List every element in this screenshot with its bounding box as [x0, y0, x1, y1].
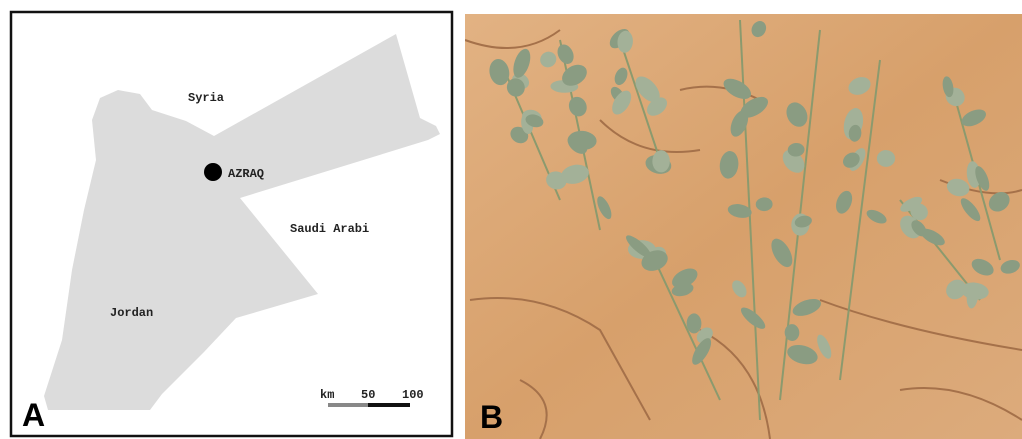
panel-letter: B	[480, 399, 503, 435]
figure: Syria AZRAQ Saudi Arabi Jordan km 50 100…	[0, 0, 1022, 439]
panel-a: Syria AZRAQ Saudi Arabi Jordan km 50 100…	[11, 12, 452, 436]
scale-bar	[328, 403, 368, 407]
place-label: Jordan	[110, 306, 153, 320]
scale-tick: 50	[361, 388, 375, 402]
place-label: Syria	[188, 91, 224, 105]
scale-unit: km	[320, 388, 334, 402]
place-label: AZRAQ	[228, 167, 264, 181]
panel-letter: A	[22, 397, 45, 433]
azraq-marker	[204, 163, 222, 181]
scale-bar	[368, 403, 410, 407]
plant-leaf	[652, 150, 670, 172]
place-label: Saudi Arabi	[290, 222, 369, 236]
scale-tick: 100	[402, 388, 424, 402]
panel-b: B	[465, 14, 1022, 439]
